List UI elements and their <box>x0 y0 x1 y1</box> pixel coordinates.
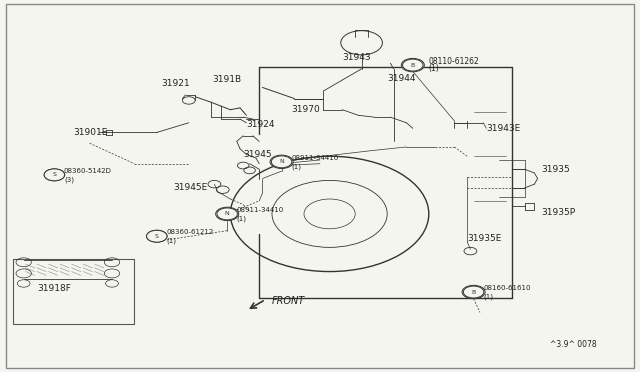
Text: 31935P: 31935P <box>541 208 575 217</box>
Text: 08911-34410: 08911-34410 <box>237 207 284 213</box>
Circle shape <box>147 230 167 242</box>
Text: FRONT: FRONT <box>272 296 305 306</box>
Circle shape <box>270 155 293 169</box>
Circle shape <box>217 208 237 220</box>
Text: ^3.9^ 0078: ^3.9^ 0078 <box>550 340 597 349</box>
Text: 31970: 31970 <box>291 105 320 114</box>
Circle shape <box>463 286 484 298</box>
Text: (1): (1) <box>166 238 177 244</box>
Text: 08360-5142D: 08360-5142D <box>64 168 112 174</box>
Text: 31945E: 31945E <box>173 183 207 192</box>
Text: 3191B: 3191B <box>212 76 242 84</box>
Text: S: S <box>52 172 56 177</box>
Text: S: S <box>155 234 159 239</box>
Text: 31935: 31935 <box>541 165 570 174</box>
Text: (1): (1) <box>429 64 440 73</box>
Text: B: B <box>471 289 476 295</box>
Circle shape <box>401 58 424 72</box>
Text: B: B <box>410 62 415 68</box>
Text: B: B <box>411 62 415 68</box>
Text: 31918F: 31918F <box>38 284 71 293</box>
Text: 31944: 31944 <box>387 74 416 83</box>
Text: (1): (1) <box>483 294 493 300</box>
Text: 31935E: 31935E <box>467 234 502 243</box>
Text: N: N <box>279 159 284 164</box>
Text: N: N <box>225 211 230 217</box>
Text: 31901E: 31901E <box>74 128 108 137</box>
Circle shape <box>216 207 239 221</box>
Text: S: S <box>155 233 159 239</box>
Text: (1): (1) <box>291 163 301 170</box>
Text: 31945: 31945 <box>243 150 272 159</box>
Text: 31921: 31921 <box>162 79 190 88</box>
Text: 08911-34410: 08911-34410 <box>291 155 339 161</box>
Text: (3): (3) <box>64 176 74 183</box>
Circle shape <box>271 156 292 168</box>
Text: 08160-61610: 08160-61610 <box>483 285 531 291</box>
Text: 08360-61212: 08360-61212 <box>166 230 214 235</box>
Circle shape <box>44 169 65 181</box>
Circle shape <box>147 230 167 242</box>
Text: (1): (1) <box>237 215 247 222</box>
Text: N: N <box>279 159 284 164</box>
Text: 31943: 31943 <box>342 53 371 62</box>
Text: N: N <box>225 211 230 217</box>
Bar <box>13 259 134 324</box>
Circle shape <box>44 169 65 181</box>
Text: 31943E: 31943E <box>486 124 521 133</box>
Text: B: B <box>472 289 476 295</box>
Circle shape <box>403 59 423 71</box>
Text: S: S <box>52 172 56 178</box>
Text: 08110-61262: 08110-61262 <box>429 57 479 66</box>
Text: 31924: 31924 <box>246 120 275 129</box>
Circle shape <box>462 285 485 299</box>
